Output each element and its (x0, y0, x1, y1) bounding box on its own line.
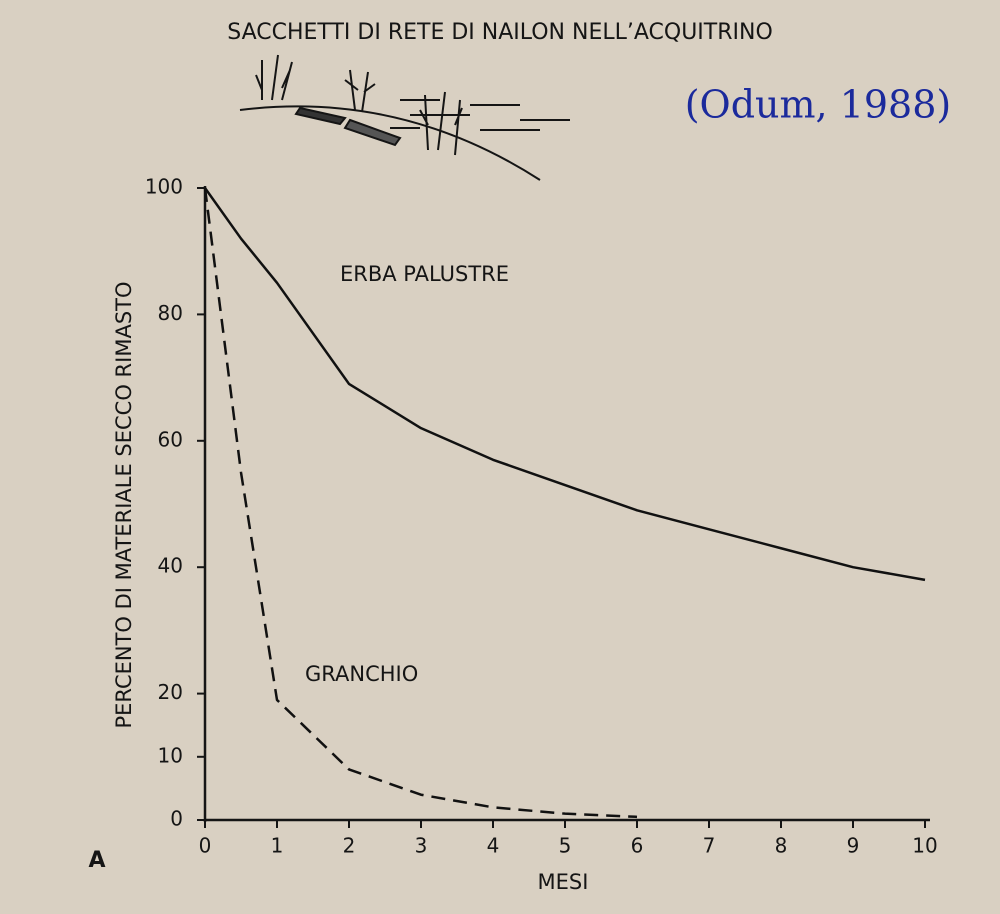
x-tick-label: 7 (703, 834, 716, 858)
series-line (203, 187, 926, 582)
y-axis-label: PERCENTO DI MATERIALE SECCO RIMASTO (112, 281, 136, 728)
x-tick-label: 0 (199, 834, 212, 858)
y-tick-label: 10 (158, 743, 183, 767)
source-citation: (Odum, 1988) (685, 83, 952, 127)
x-tick-label: 10 (912, 834, 937, 858)
x-tick-label: 6 (631, 834, 644, 858)
y-tick-label: 0 (170, 807, 183, 831)
y-tick-label: 20 (158, 680, 183, 704)
chart-title: SACCHETTI DI RETE DI NAILON NELL’ACQUITR… (227, 20, 773, 45)
x-tick-label: 8 (775, 834, 788, 858)
y-tick-label: 60 (158, 427, 183, 451)
panel-label: A (88, 848, 105, 873)
x-tick-label: 3 (415, 834, 428, 858)
series-line (203, 187, 638, 819)
series-annotation: ERBA PALUSTRE (340, 262, 509, 286)
y-tick-label: 80 (158, 301, 183, 325)
x-tick-label: 4 (487, 834, 500, 858)
marsh-illustration (239, 54, 570, 181)
x-axis-label: MESI (538, 870, 589, 894)
y-tick-label: 100 (145, 175, 183, 199)
series-annotation: GRANCHIO (305, 662, 418, 686)
x-tick-label: 1 (271, 834, 284, 858)
x-tick-label: 5 (559, 834, 572, 858)
x-tick-label: 9 (847, 834, 860, 858)
x-tick-label: 2 (343, 834, 356, 858)
y-tick-label: 40 (158, 554, 183, 578)
